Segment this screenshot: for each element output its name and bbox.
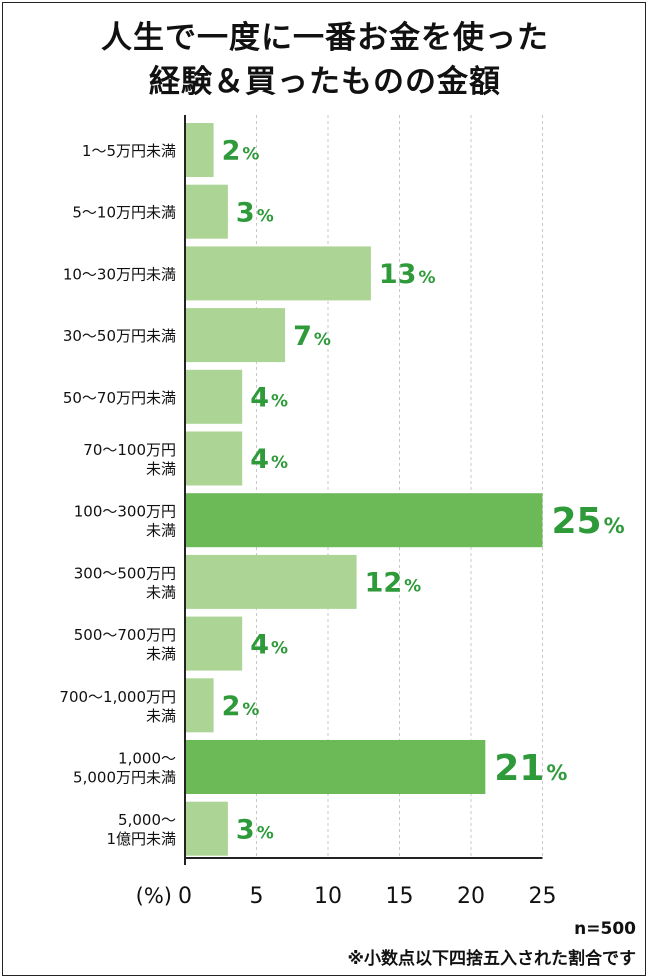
category-label-9: 700〜1,000万円未満 bbox=[59, 688, 176, 725]
bar-layer bbox=[185, 123, 543, 856]
chart-title-line-1: 人生で一度に一番お金を使った bbox=[101, 20, 549, 56]
value-label-9: 2% bbox=[222, 691, 260, 722]
value-label-2: 13% bbox=[379, 259, 436, 290]
bar-11 bbox=[185, 801, 228, 856]
bar-8 bbox=[185, 616, 243, 671]
category-label-1: 5〜10万円未満 bbox=[72, 204, 176, 222]
category-label-8: 500〜700万円未満 bbox=[74, 626, 176, 663]
value-label-8: 4% bbox=[250, 629, 288, 660]
bar-5 bbox=[185, 431, 243, 486]
bar-7 bbox=[185, 554, 357, 609]
rounding-note: ※小数点以下四捨五入された割合です bbox=[347, 949, 636, 969]
category-label-3: 30〜50万円未満 bbox=[63, 327, 176, 345]
category-label-6: 100〜300万円未満 bbox=[74, 503, 176, 540]
x-tick-label-15: 15 bbox=[386, 884, 414, 909]
bar-4 bbox=[185, 369, 243, 424]
value-label-4: 4% bbox=[250, 383, 288, 414]
value-label-5: 4% bbox=[250, 444, 288, 475]
value-label-7: 12% bbox=[365, 568, 422, 599]
label-layer: 2 % 1〜5万円未満 3 % 5〜10万円未満 13 % 10〜30万円未満 7 % 30〜50万円… bbox=[59, 136, 624, 909]
value-label-0: 2% bbox=[222, 136, 260, 167]
category-label-4: 50〜70万円未満 bbox=[63, 389, 176, 407]
grid-layer bbox=[256, 115, 543, 858]
x-tick-label-10: 10 bbox=[314, 884, 342, 909]
category-label-10: 1,000〜 5,000万円未満 bbox=[73, 750, 176, 787]
category-label-7: 300〜500万円未満 bbox=[74, 564, 176, 601]
bar-6 bbox=[185, 493, 543, 548]
value-label-11: 3% bbox=[236, 814, 274, 845]
bar-9 bbox=[185, 678, 214, 733]
bar-2 bbox=[185, 246, 371, 301]
axis-layer bbox=[184, 115, 543, 865]
category-label-0: 1〜5万円未満 bbox=[82, 142, 176, 160]
x-tick-label-20: 20 bbox=[457, 884, 485, 909]
x-tick-label-25: 25 bbox=[529, 884, 557, 909]
value-label-3: 7% bbox=[293, 321, 331, 352]
bar-1 bbox=[185, 184, 228, 239]
x-tick-label-0: 0 bbox=[178, 884, 192, 909]
category-label-11: 5,000〜 1億円未満 bbox=[106, 811, 176, 848]
bar-10 bbox=[185, 740, 486, 794]
category-label-2: 10〜30万円未満 bbox=[63, 265, 176, 283]
x-axis-unit-label: (%) bbox=[136, 884, 172, 908]
category-label-5: 70〜100万円未満 bbox=[83, 441, 176, 478]
bar-0 bbox=[185, 123, 214, 177]
value-label-6: 25% bbox=[552, 501, 625, 542]
value-label-10: 21% bbox=[494, 748, 567, 789]
chart-title: 人生で一度に一番お金を使った 経験＆買ったものの金額 bbox=[0, 16, 650, 104]
bar-3 bbox=[185, 308, 286, 363]
x-tick-label-5: 5 bbox=[250, 884, 264, 909]
value-label-1: 3% bbox=[236, 197, 274, 228]
sample-size-note: n=500 bbox=[574, 919, 636, 939]
chart-title-line-2: 経験＆買ったものの金額 bbox=[149, 64, 501, 100]
